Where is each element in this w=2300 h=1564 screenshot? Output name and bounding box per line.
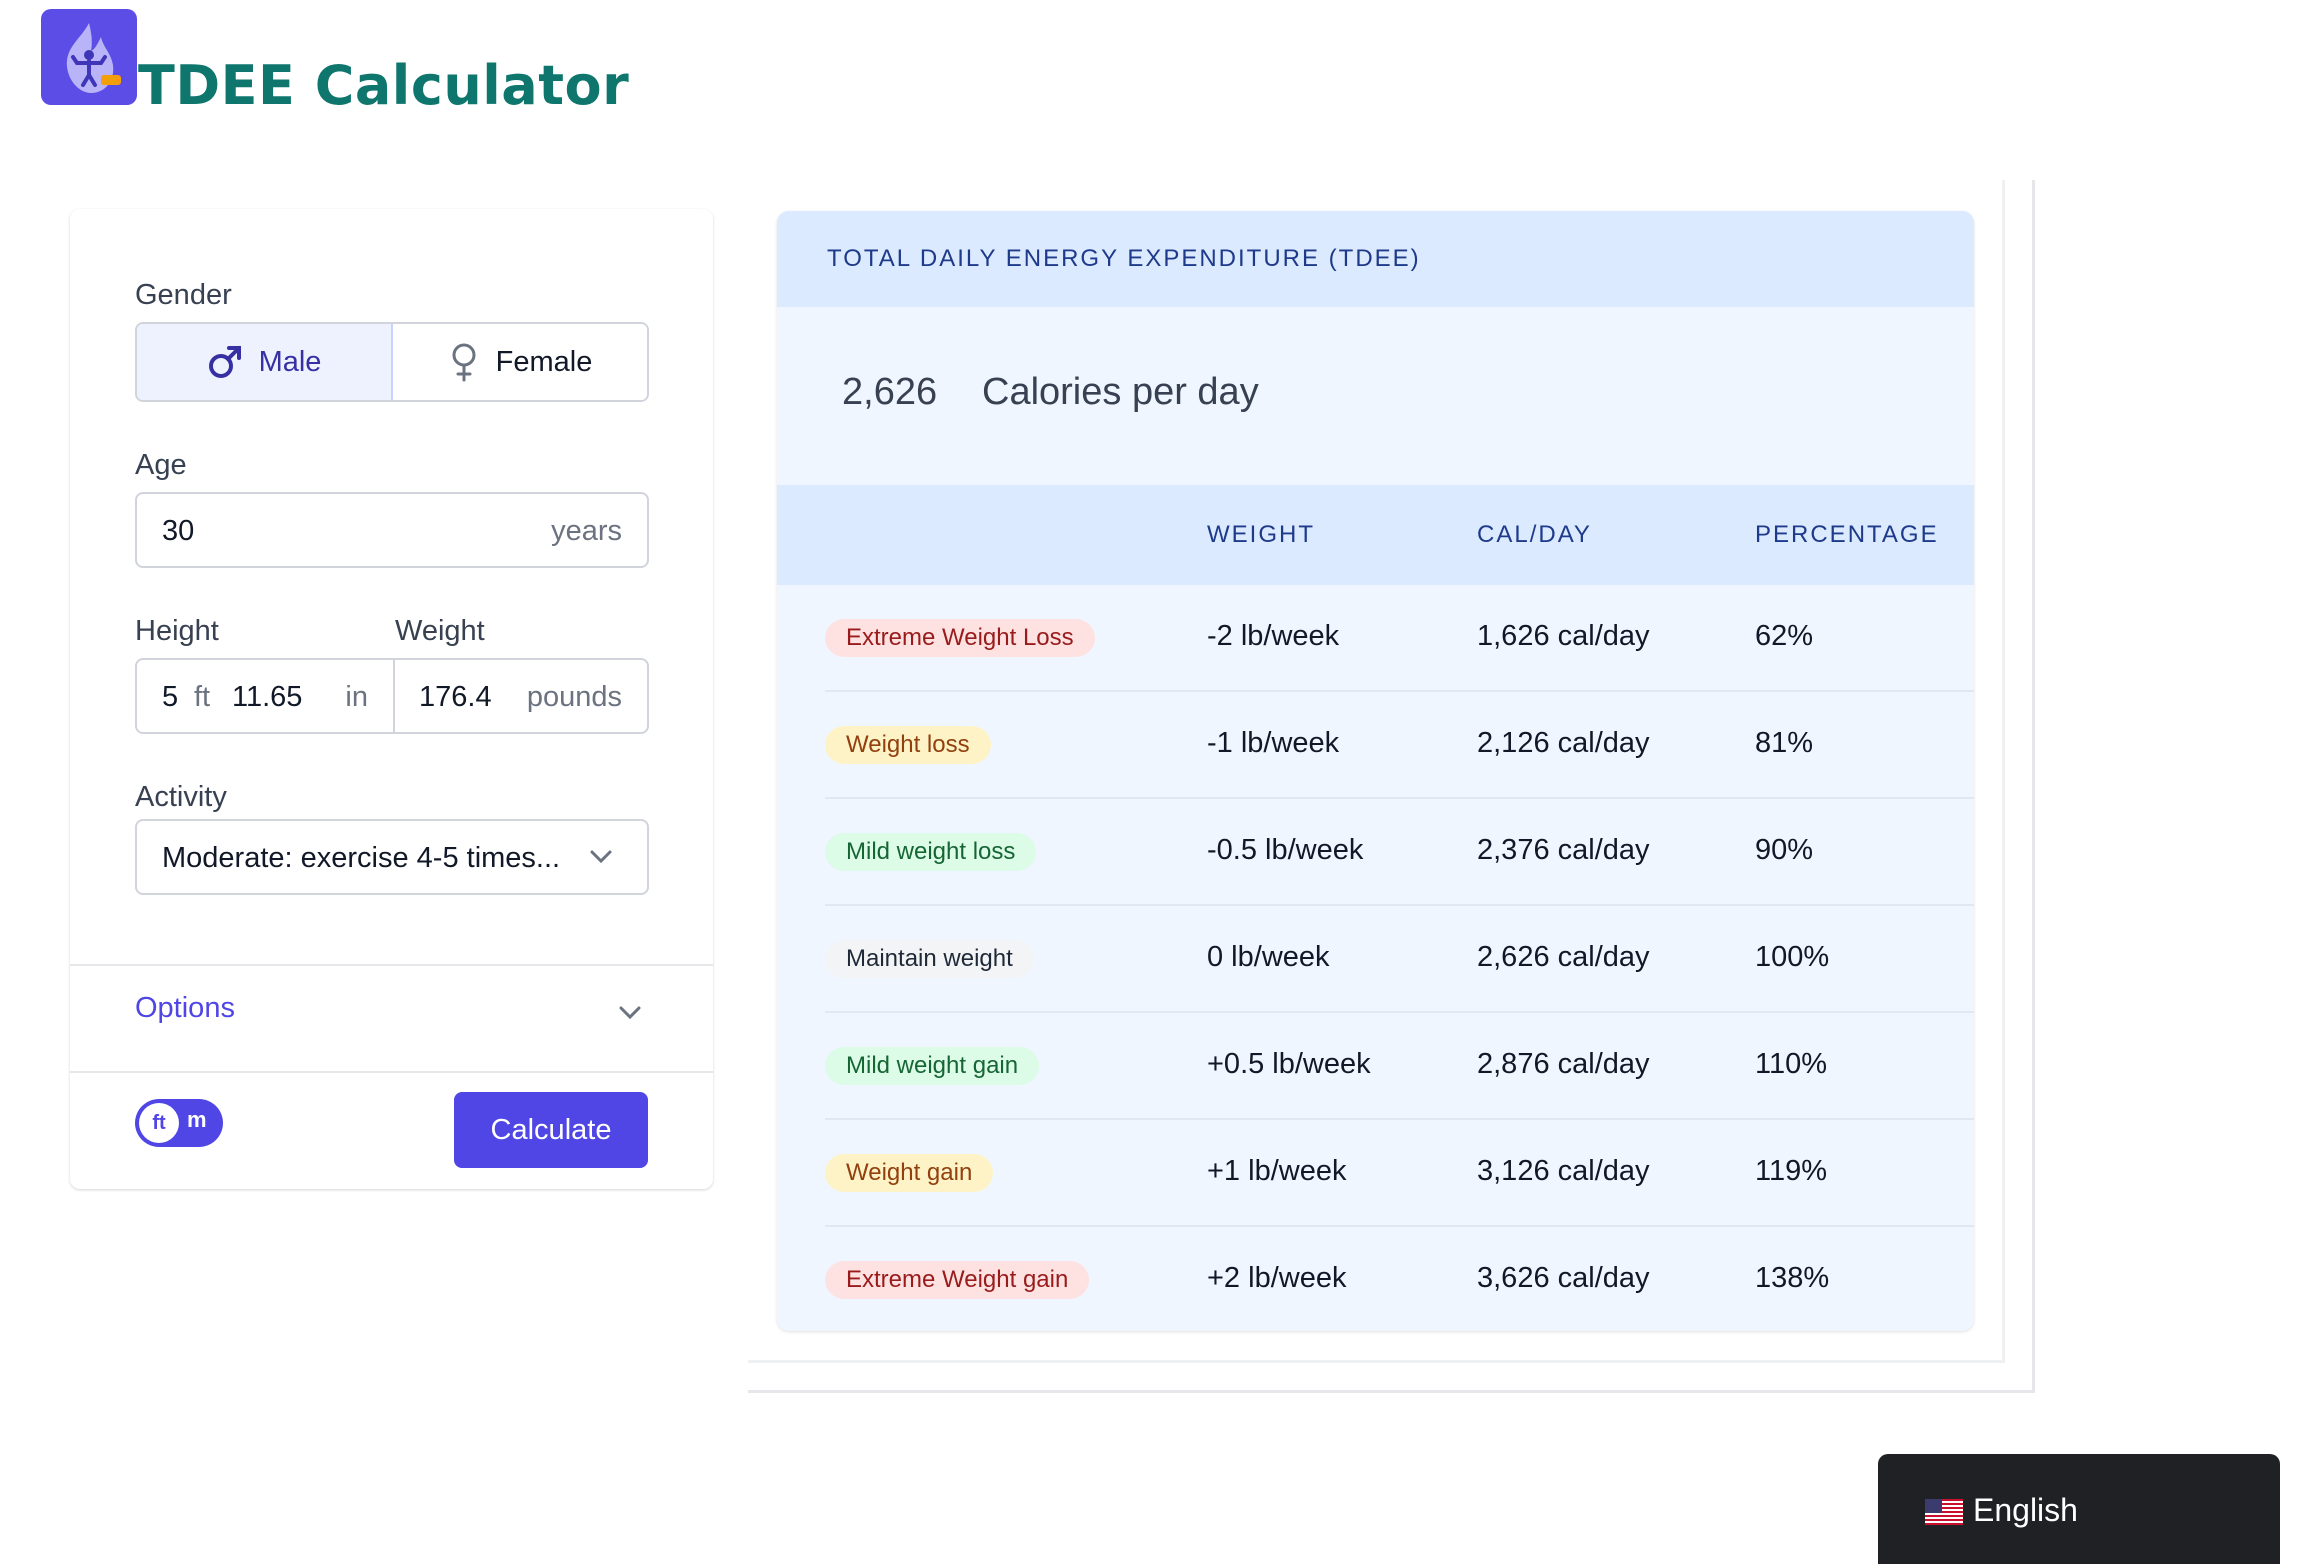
unit-toggle-m: m xyxy=(187,1107,207,1132)
weight-value: 176.4 xyxy=(419,681,492,713)
unit-toggle[interactable]: ft m xyxy=(135,1099,223,1147)
table-row: Maintain weight 0 lb/week 2,626 cal/day 100… xyxy=(777,906,1974,1013)
height-in-unit: in xyxy=(345,681,368,713)
page-title: TDEE Calculator xyxy=(138,54,630,117)
table-row: Extreme Weight Loss -2 lb/week 1,626 cal/d… xyxy=(777,585,1974,692)
us-flag-icon xyxy=(1925,1499,1963,1525)
goal-badge: Extreme Weight gain xyxy=(825,1261,1090,1299)
table-row: Weight gain +1 lb/week 3,126 cal/day 119% xyxy=(777,1120,1974,1227)
calories-cell: 1,626 cal/day xyxy=(1477,620,1650,652)
percentage-cell: 81% xyxy=(1755,727,1814,759)
gender-male-label: Male xyxy=(258,345,322,378)
language-label: English xyxy=(1973,1492,2078,1528)
percentage-cell: 62% xyxy=(1755,620,1814,652)
weight-label: Weight xyxy=(395,615,485,647)
gender-selector: Male Female xyxy=(135,322,649,402)
gender-label: Gender xyxy=(135,279,232,311)
height-in-value: 11.65 xyxy=(232,681,303,713)
goal-badge: Weight gain xyxy=(825,1154,994,1192)
app-logo xyxy=(41,9,137,105)
goal-badge: Maintain weight xyxy=(825,940,1034,978)
results-header-title: TOTAL DAILY ENERGY EXPENDITURE (TDEE) xyxy=(827,245,1421,272)
divider xyxy=(70,1071,713,1073)
height-ft-value: 5 xyxy=(162,681,179,713)
weight-cell: 0 lb/week xyxy=(1207,941,1330,973)
male-symbol-icon xyxy=(208,346,241,378)
flame-fitness-logo-icon xyxy=(66,23,121,93)
results-header: TOTAL DAILY ENERGY EXPENDITURE (TDEE) xyxy=(777,211,1974,307)
percentage-cell: 90% xyxy=(1755,834,1814,866)
percentage-cell: 138% xyxy=(1755,1262,1830,1294)
row-divider xyxy=(825,1225,1974,1227)
age-value: 30 xyxy=(162,515,195,547)
activity-label: Activity xyxy=(135,781,227,813)
activity-select[interactable]: Moderate: exercise 4-5 times... xyxy=(135,819,649,895)
row-divider xyxy=(825,1118,1974,1120)
age-input[interactable]: 30 years xyxy=(135,492,649,568)
options-toggle[interactable]: Options xyxy=(135,992,235,1024)
weight-cell: -1 lb/week xyxy=(1207,727,1340,759)
table-row: Extreme Weight gain +2 lb/week 3,626 cal/d… xyxy=(777,1227,1974,1331)
age-unit: years xyxy=(551,515,622,547)
gender-female-button[interactable]: Female xyxy=(393,324,647,400)
language-switcher[interactable]: English xyxy=(1878,1454,2280,1564)
column-header-percentage: PERCENTAGE xyxy=(1755,521,1939,548)
weight-cell: +1 lb/week xyxy=(1207,1155,1347,1187)
height-ft-unit: ft xyxy=(194,681,211,713)
column-header-weight: WEIGHT xyxy=(1207,521,1315,548)
age-label: Age xyxy=(135,449,187,481)
percentage-cell: 110% xyxy=(1755,1048,1828,1080)
gender-male-button[interactable]: Male xyxy=(137,324,393,400)
row-divider xyxy=(825,904,1974,906)
table-row: Weight loss -1 lb/week 2,126 cal/day 81% xyxy=(777,692,1974,799)
calories-cell: 3,626 cal/day xyxy=(1477,1262,1650,1294)
calculator-form: Gender Male Female Age 30 years Height W… xyxy=(70,209,713,1189)
table-row: Mild weight loss -0.5 lb/week 2,376 cal/da… xyxy=(777,799,1974,906)
table-header: WEIGHT CAL/DAY PERCENTAGE xyxy=(777,485,1974,585)
table-row: Mild weight gain +0.5 lb/week 2,876 cal/da… xyxy=(777,1013,1974,1120)
chevron-down-icon xyxy=(590,850,612,864)
weight-input[interactable]: 176.4 pounds xyxy=(393,658,649,734)
height-label: Height xyxy=(135,615,219,647)
tdee-unit: Calories per day xyxy=(982,371,1259,413)
results-card: TOTAL DAILY ENERGY EXPENDITURE (TDEE) 2,… xyxy=(777,211,1974,1331)
calories-cell: 2,876 cal/day xyxy=(1477,1048,1650,1080)
percentage-cell: 119% xyxy=(1755,1155,1828,1187)
results-frame xyxy=(748,180,2035,1393)
goal-badge: Weight loss xyxy=(825,726,991,764)
column-header-cal: CAL/DAY xyxy=(1477,521,1592,548)
weight-cell: +0.5 lb/week xyxy=(1207,1048,1371,1080)
activity-value: Moderate: exercise 4-5 times... xyxy=(162,842,561,874)
calculate-button[interactable]: Calculate xyxy=(454,1092,648,1168)
options-chevron-icon[interactable] xyxy=(618,1005,642,1021)
female-symbol-icon xyxy=(452,343,476,382)
unit-toggle-ft: ft xyxy=(139,1103,179,1143)
goal-badge: Mild weight loss xyxy=(825,833,1037,871)
percentage-cell: 100% xyxy=(1755,941,1830,973)
goal-badge: Extreme Weight Loss xyxy=(825,619,1095,657)
divider xyxy=(70,964,713,966)
row-divider xyxy=(825,797,1974,799)
weight-cell: -2 lb/week xyxy=(1207,620,1340,652)
row-divider xyxy=(825,1011,1974,1013)
height-input[interactable]: 5 ft 11.65 in xyxy=(135,658,395,734)
weight-unit: pounds xyxy=(526,681,622,713)
calories-cell: 2,376 cal/day xyxy=(1477,834,1650,866)
calories-cell: 3,126 cal/day xyxy=(1477,1155,1650,1187)
weight-cell: +2 lb/week xyxy=(1207,1262,1347,1294)
results-frame-inner xyxy=(748,180,2005,1363)
gender-female-label: Female xyxy=(495,345,593,378)
calories-cell: 2,626 cal/day xyxy=(1477,941,1650,973)
goal-badge: Mild weight gain xyxy=(825,1047,1040,1085)
row-divider xyxy=(825,690,1974,692)
tdee-value: 2,626 xyxy=(842,371,938,413)
calories-cell: 2,126 cal/day xyxy=(1477,727,1650,759)
weight-cell: -0.5 lb/week xyxy=(1207,834,1364,866)
